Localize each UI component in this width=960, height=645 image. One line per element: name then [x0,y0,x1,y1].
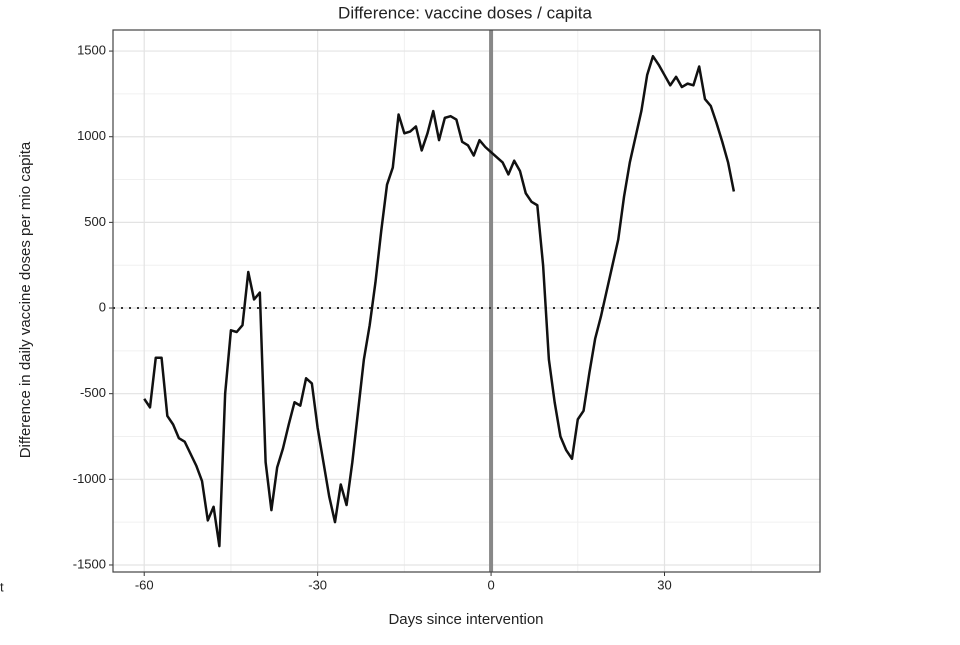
y-tick-label: 0 [99,299,106,314]
stray-text: t [0,579,4,594]
x-tick-label: 0 [487,577,494,592]
y-axis-title: Difference in daily vaccine doses per mi… [17,141,34,458]
x-tick-label: 30 [657,577,671,592]
y-tick-label: 1500 [77,43,106,58]
y-tick-label: 1000 [77,128,106,143]
x-axis-title: Days since intervention [388,611,543,628]
y-tick-label: -1000 [73,471,106,486]
chart-title: Difference: vaccine doses / capita [338,3,592,22]
y-tick-label: -500 [80,385,106,400]
panel-border [112,29,821,573]
x-tick-label: -60 [135,577,154,592]
y-tick-label: -1500 [73,556,106,571]
x-tick-label: -30 [308,577,327,592]
data-line [143,54,736,548]
y-tick-label: 500 [84,214,106,229]
